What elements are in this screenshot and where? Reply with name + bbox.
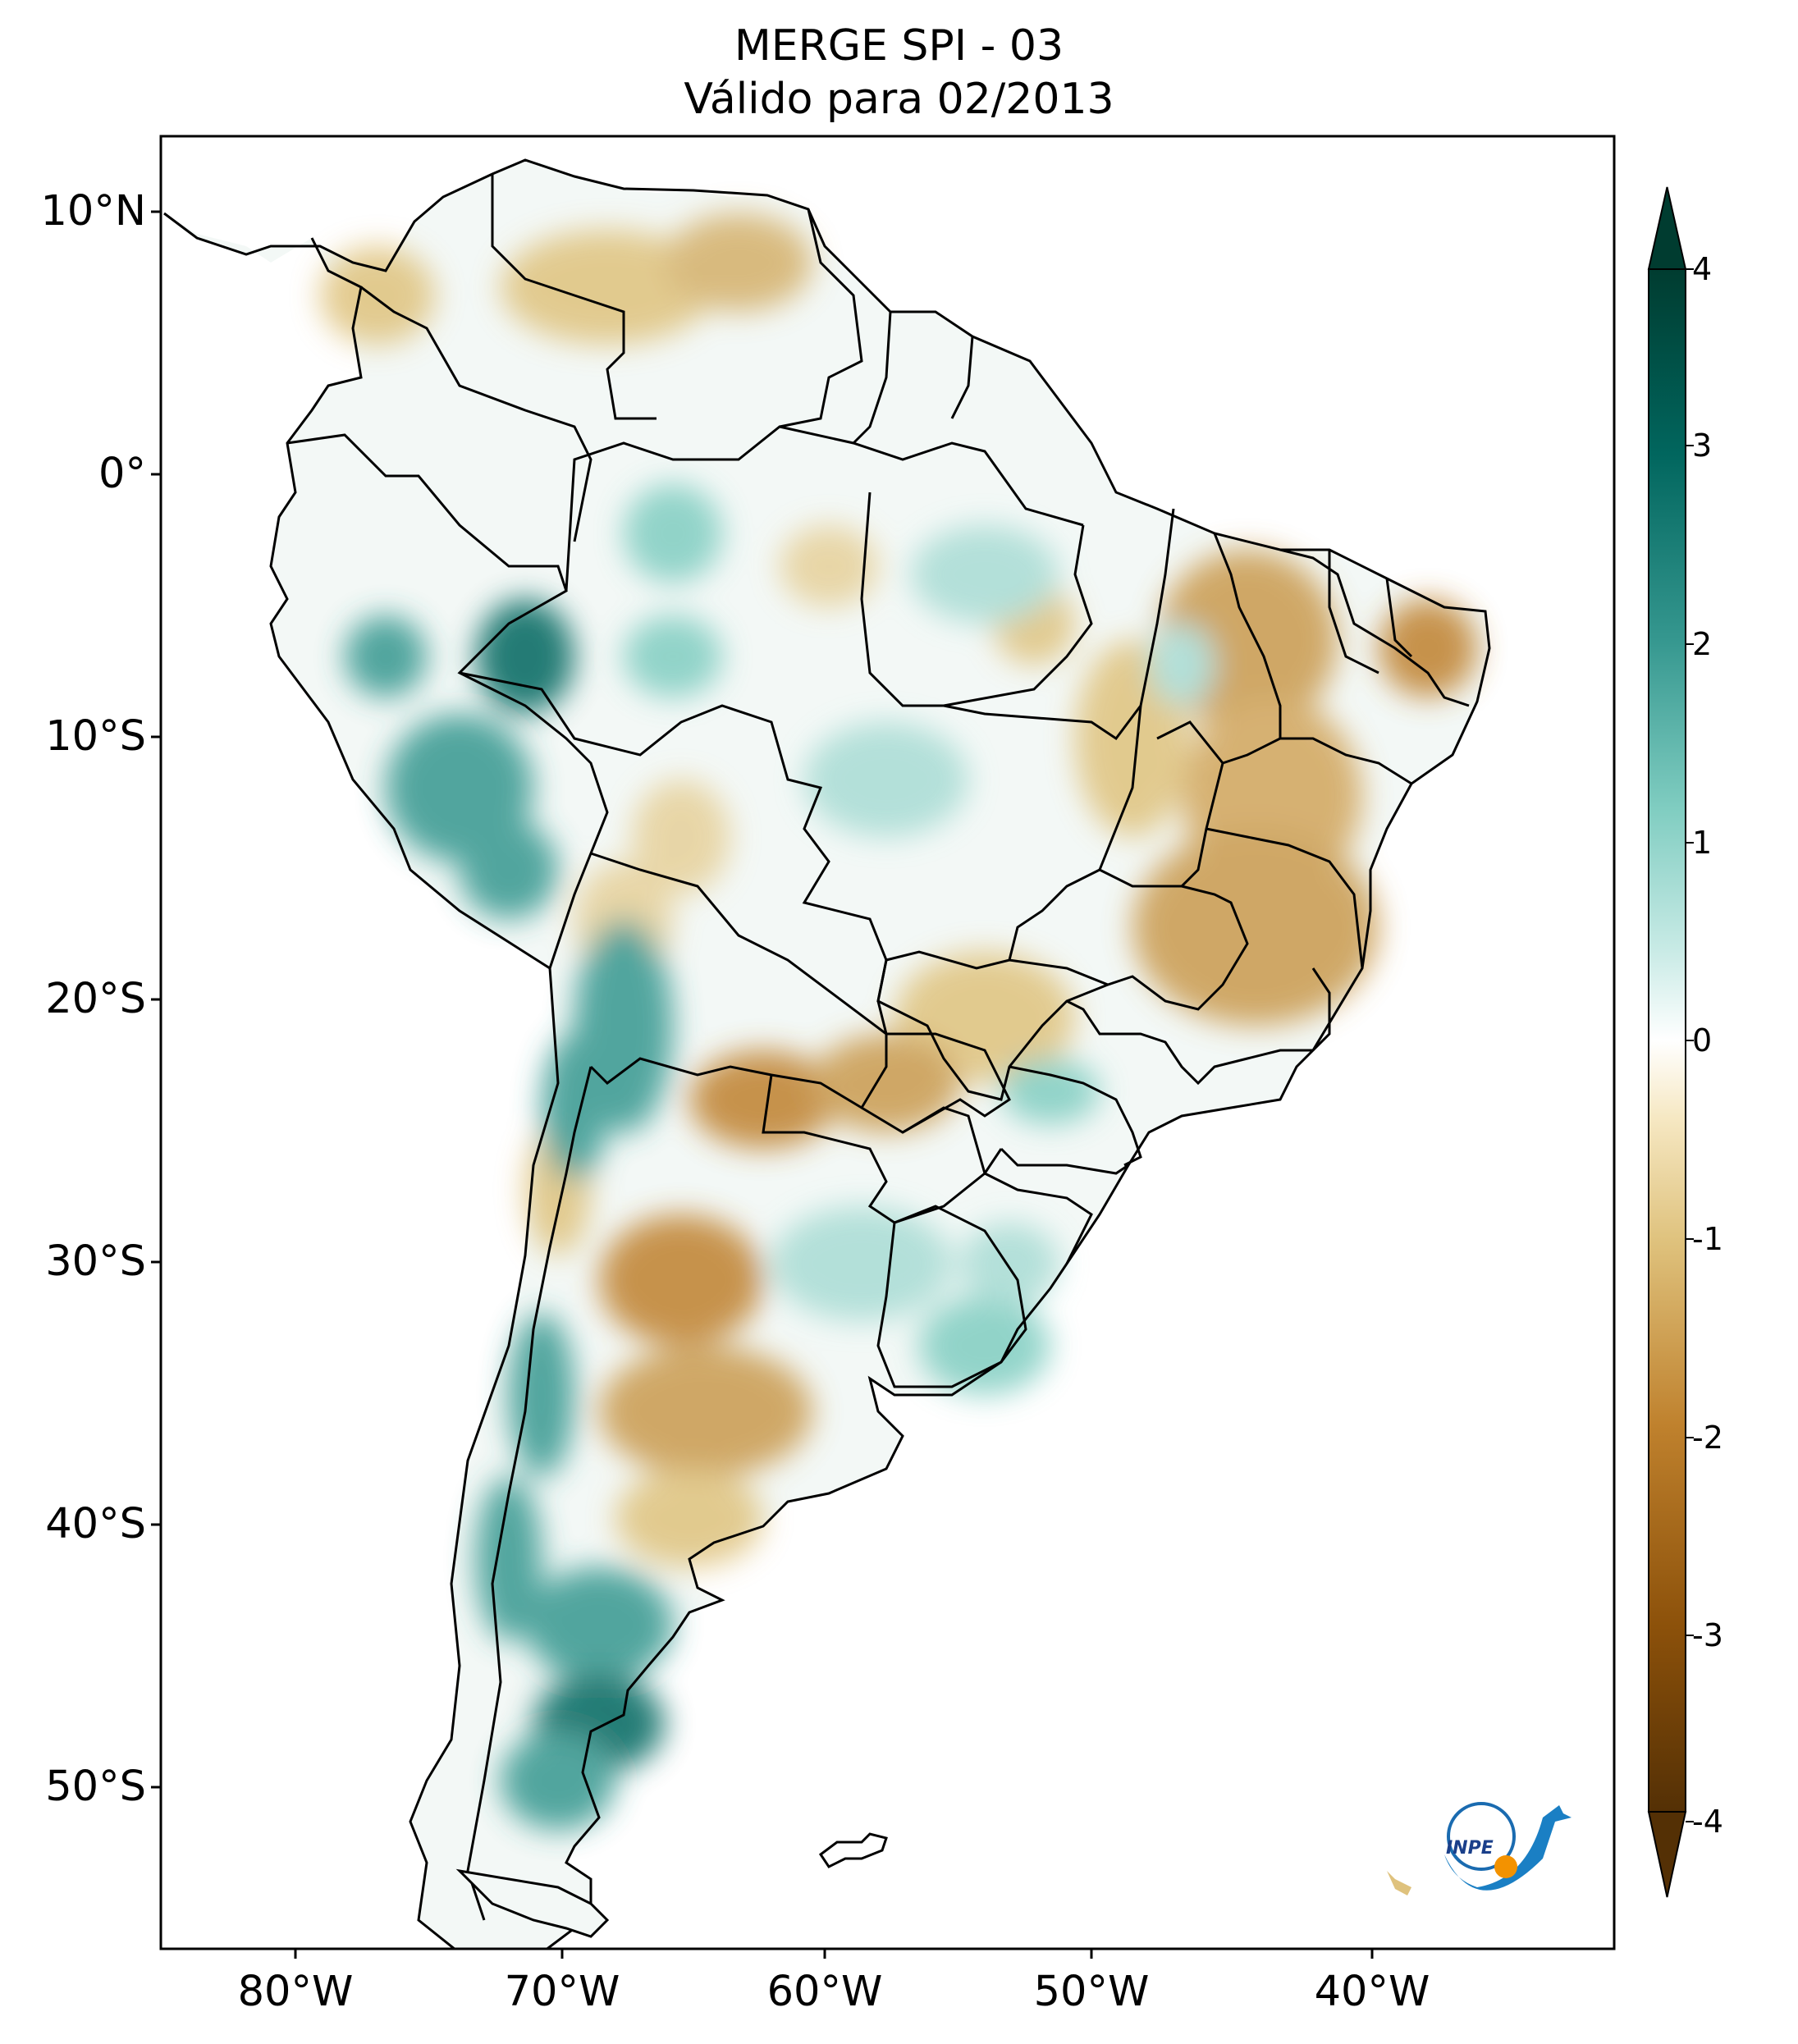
map-border	[159, 135, 1616, 1950]
map-subtitle: Válido para 02/2013	[684, 75, 1114, 124]
map-title: MERGE SPI - 03	[734, 21, 1064, 71]
borders	[163, 158, 1491, 1949]
tierra-del-fuego	[455, 1868, 610, 1938]
colorbar	[1647, 186, 1694, 1898]
colorbar-tick-label: -2	[1692, 1420, 1723, 1456]
colorbar-tick-label: 4	[1692, 251, 1713, 287]
lat-tick-label: 30°S	[45, 1237, 146, 1286]
axis-ticks	[151, 210, 1374, 1959]
colorbar-tick-label: -1	[1692, 1221, 1723, 1257]
lon-tick-label: 70°W	[504, 1968, 620, 2016]
lat-tick-label: 10°N	[40, 187, 146, 235]
inpe-logo-text: INPE	[1446, 1838, 1494, 1859]
lon-tick-label: 50°W	[1033, 1968, 1150, 2016]
falkland-islands	[818, 1832, 888, 1868]
colorbar-tick-label: 3	[1692, 428, 1713, 464]
lat-tick-label: 40°S	[45, 1500, 146, 1548]
colorbar-tick-label: -3	[1692, 1617, 1723, 1653]
colorbar-tick-label: 1	[1692, 825, 1713, 861]
spi-anomaly-field	[320, 213, 1477, 1830]
lat-tick-label: 50°S	[45, 1763, 146, 1811]
lon-tick-label: 60°W	[766, 1968, 883, 2016]
inpe-logo	[1444, 1802, 1572, 1891]
lat-tick-label: 10°S	[45, 712, 146, 761]
colorbar-tick-label: -4	[1692, 1804, 1723, 1840]
colorbar-tick-label: 0	[1692, 1022, 1713, 1059]
lat-tick-label: 0°	[98, 450, 146, 498]
colorbar-tick-label: 2	[1692, 626, 1713, 662]
lon-tick-label: 80°W	[237, 1968, 354, 2016]
south-georgia-island	[1387, 1871, 1411, 1895]
lat-tick-label: 20°S	[45, 975, 146, 1023]
lon-tick-label: 40°W	[1314, 1968, 1430, 2016]
